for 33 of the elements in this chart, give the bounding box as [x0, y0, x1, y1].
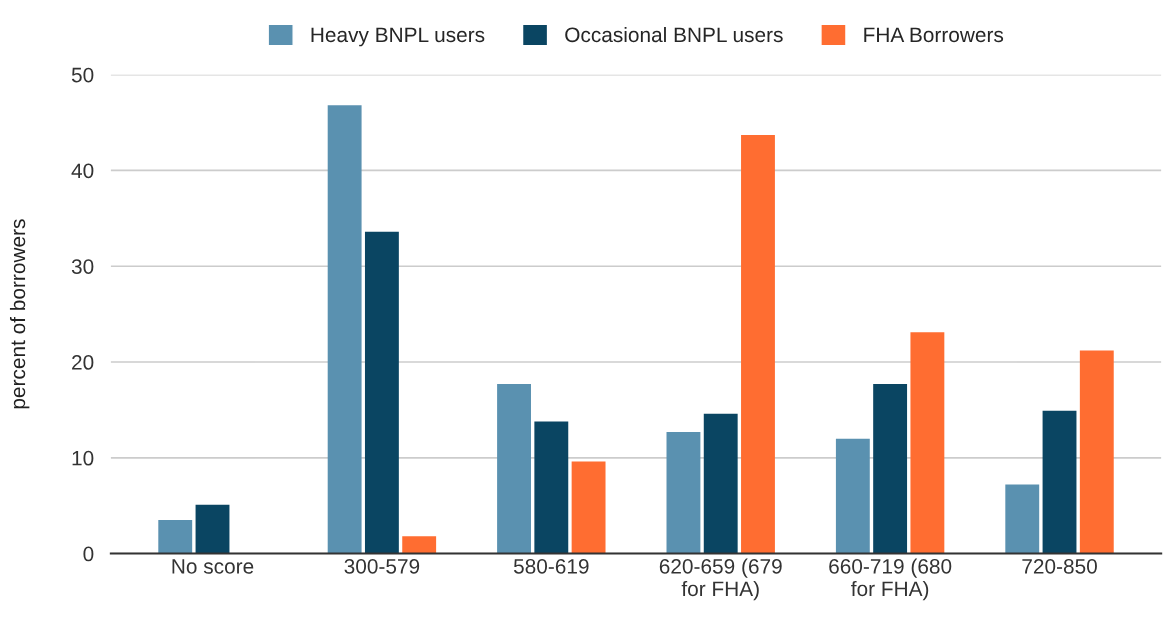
legend-label: Occasional BNPL users — [565, 26, 783, 43]
bar — [1042, 410, 1077, 554]
y-tick-label: 20 — [72, 355, 94, 370]
bar — [1005, 484, 1040, 554]
bar — [910, 332, 945, 554]
bar — [703, 413, 738, 554]
bar — [873, 384, 908, 554]
y-tick-label: 0 — [83, 546, 94, 562]
y-axis-title: percent of borrowers — [9, 219, 30, 409]
bar — [835, 438, 870, 554]
y-tick-label: 40 — [71, 163, 94, 179]
bar — [666, 431, 701, 554]
bar — [571, 461, 606, 554]
bar — [402, 536, 437, 554]
bar — [195, 504, 230, 554]
x-tick-label: 300-579 — [344, 558, 420, 574]
legend-label: Heavy BNPL users — [311, 27, 485, 47]
x-tick-label: 620-659 (679 for FHA) — [659, 558, 782, 601]
x-tick-label: No score — [172, 559, 254, 574]
bar — [327, 105, 362, 554]
bar — [158, 520, 193, 554]
bar — [497, 384, 531, 554]
x-tick-label: 580-619 — [513, 558, 589, 574]
x-tick-label: 720-850 — [1022, 558, 1097, 574]
y-tick-label: 10 — [72, 450, 94, 466]
bar — [534, 421, 569, 554]
y-tick-label: 50 — [71, 67, 94, 83]
x-tick-label: 660-719 (680 for FHA) — [829, 558, 952, 601]
y-tick-label: 30 — [71, 259, 94, 274]
bar — [741, 134, 775, 554]
legend-label: FHA Borrowers — [864, 27, 1004, 43]
bar — [364, 231, 399, 554]
bar — [1079, 350, 1114, 554]
